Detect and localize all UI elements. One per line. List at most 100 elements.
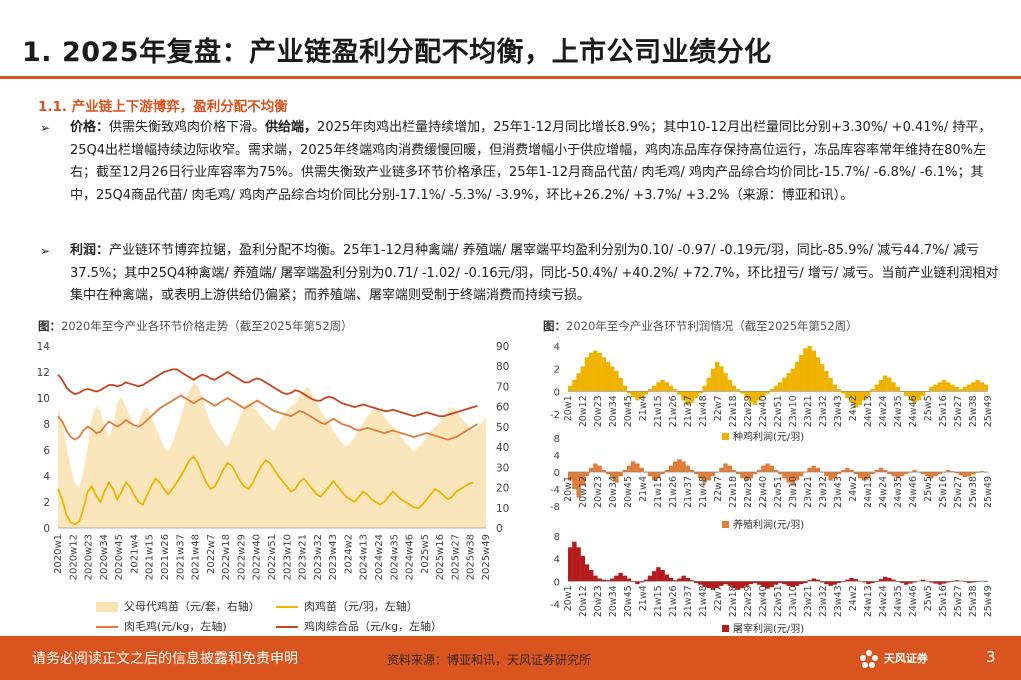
x-axis-tick-label: 2022w18 — [221, 534, 232, 580]
profit-bar — [962, 386, 968, 392]
x-axis-tick-label: 22w51 — [773, 395, 784, 427]
profit-bar — [782, 472, 787, 479]
profit-bar — [778, 581, 783, 584]
profit-bar — [828, 377, 833, 392]
flower-logo-icon — [860, 650, 878, 668]
x-axis-tick-label: 22w40 — [758, 585, 769, 617]
x-axis-tick-label: 2024w46 — [405, 534, 416, 580]
section-heading: 1.1. 产业链上下游博弈，盈利分配不均衡 — [38, 99, 288, 115]
profit-bar — [761, 581, 766, 587]
profit-bar — [681, 461, 686, 473]
profit-bar — [933, 472, 938, 477]
arrow-bullet-icon: ➢ — [40, 244, 51, 258]
profit-bar — [954, 386, 959, 392]
profit-bar — [954, 472, 959, 474]
x-axis-tick-label: 25w38 — [968, 476, 979, 508]
disclaimer-notice[interactable]: 请务必阅读正文之后的信息披露和免责申明 — [32, 651, 298, 667]
x-axis-tick-label: 24w35 — [893, 585, 904, 617]
profit-bar — [656, 382, 661, 392]
profit-bar — [937, 581, 942, 585]
profit-bar — [786, 373, 791, 392]
profit-bar — [685, 577, 690, 582]
profit-bar — [727, 380, 732, 392]
profit-bar — [841, 469, 846, 473]
profit-bar — [757, 581, 762, 585]
profit-bar — [622, 385, 627, 392]
profit-bar — [715, 581, 720, 589]
right-axis-tick-label: 50 — [496, 422, 509, 434]
profit-bar — [769, 389, 774, 392]
profit-bar — [601, 579, 606, 582]
profit-bar — [828, 581, 833, 586]
caption-text: 2020年至今产业各环节利润情况（截至2025年第52周） — [566, 319, 858, 333]
profit-bar — [899, 472, 905, 477]
profit-bar — [799, 581, 804, 585]
profit-bar — [639, 581, 644, 583]
x-axis-tick-label: 25w27 — [953, 395, 964, 427]
profit-bar — [979, 382, 984, 392]
profit-bar — [580, 555, 585, 582]
x-axis-tick-label: 22w18 — [728, 395, 739, 427]
x-axis-tick-label: 23w10 — [788, 476, 799, 508]
profit-bar — [807, 580, 812, 582]
x-axis-tick-label: 23w43 — [833, 585, 844, 617]
profit-bar — [832, 581, 837, 585]
profit-bar — [937, 472, 942, 475]
right-axis-tick-label: 90 — [496, 341, 509, 353]
profit-bar — [626, 391, 632, 394]
x-axis-tick-label: 21w4 — [638, 476, 649, 502]
profit-bar — [673, 461, 678, 473]
profit-bar — [719, 581, 724, 586]
profit-bar — [589, 570, 594, 582]
x-axis-tick-label: 25w16 — [938, 395, 949, 427]
legend-label: 肉毛鸡(元/kg，左轴) — [124, 620, 227, 633]
slaughter-profit-chart: -4 0 4 8 20w1 20w12 20w23 20w34 20w45 21w4 21w15 21… — [550, 532, 994, 635]
profit-bar — [933, 581, 938, 584]
x-axis-tick-label: 20w23 — [593, 476, 604, 508]
x-axis-tick-label: 20w45 — [623, 585, 634, 617]
y-axis-tick-label: -8 — [550, 502, 560, 513]
x-axis-tick-label: 21w48 — [698, 395, 709, 427]
left-axis-tick-label: 4 — [43, 471, 50, 483]
profit-bar — [946, 382, 951, 392]
profit-bar — [568, 385, 573, 392]
profit-bar — [673, 389, 678, 392]
profit-bar — [828, 472, 833, 481]
profit-bar — [845, 391, 850, 399]
x-axis-tick-label: 25w49 — [983, 585, 994, 617]
x-axis-tick-label: 21w48 — [698, 585, 709, 617]
profit-bar — [593, 350, 598, 392]
x-axis-tick-label: 24w24 — [878, 395, 889, 427]
profit-bar — [824, 581, 829, 585]
x-axis-tick-label: 25w49 — [983, 395, 994, 427]
x-axis-tick-label: 2025w5 — [420, 534, 431, 574]
x-axis-tick-label: 25w5 — [923, 395, 934, 421]
profit-bar — [626, 465, 632, 473]
x-axis-tick-label: 24w46 — [908, 476, 919, 508]
x-axis-tick-label: 20w34 — [608, 395, 619, 427]
x-axis-tick-label: 24w46 — [908, 585, 919, 617]
profit-bar — [673, 580, 678, 582]
left-figure-caption: 图：2020年至今产业各环节价格走势（截至2025年第52周） — [38, 318, 353, 334]
x-axis-tick-label: 25w16 — [938, 585, 949, 617]
profit-bar — [815, 467, 821, 472]
profit-bar — [727, 581, 732, 586]
profit-bar — [723, 373, 728, 392]
title-divider — [0, 76, 1021, 79]
x-axis-tick-label: 2022w40 — [252, 534, 263, 580]
profit-bar — [769, 581, 774, 587]
profit-bar — [887, 472, 892, 475]
x-axis-tick-label: 2024w13 — [359, 534, 370, 580]
profit-bar — [866, 391, 871, 396]
profit-bar — [761, 465, 766, 473]
legend-broiler: 肉毛鸡(元/kg，左轴) — [96, 618, 227, 634]
x-axis-tick-label: 20w12 — [578, 395, 589, 427]
profit-bar — [715, 361, 720, 392]
x-axis-tick-label: 21w15 — [653, 585, 664, 617]
x-axis-tick-label: 21w37 — [683, 476, 694, 508]
profit-bar — [740, 472, 745, 479]
x-axis-tick-label: 20w34 — [608, 585, 619, 617]
profit-bar — [765, 581, 770, 589]
x-axis-tick-label: 24w24 — [878, 585, 889, 617]
profit-bar — [706, 581, 711, 589]
